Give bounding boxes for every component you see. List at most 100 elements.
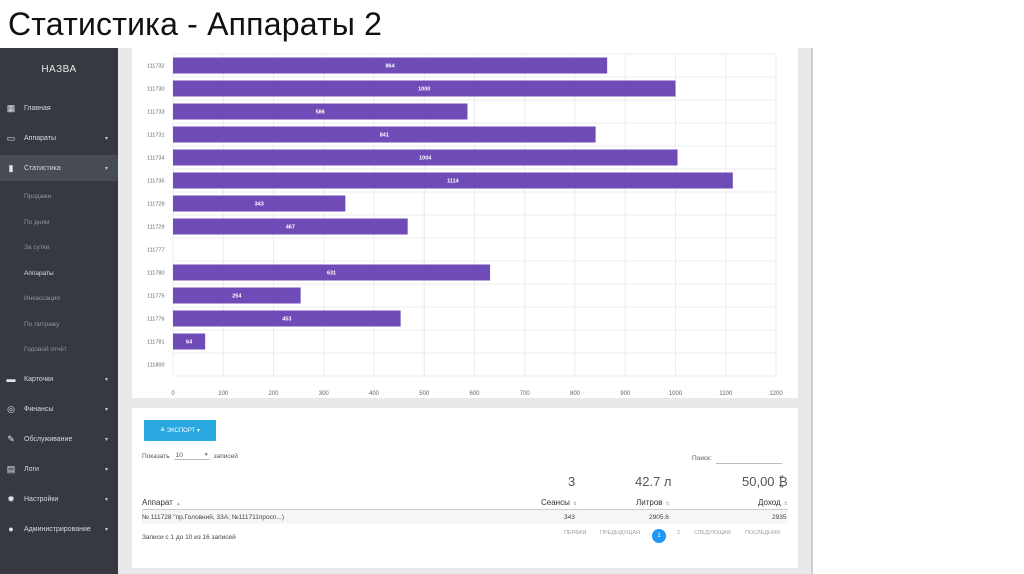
bar-chart-icon: ▮ xyxy=(8,162,14,173)
cell-sessions: 343 xyxy=(564,514,575,521)
y-tick-label: 111729 xyxy=(147,225,165,231)
y-tick-label: 111730 xyxy=(147,87,165,93)
x-tick-label: 500 xyxy=(419,391,430,397)
sidebar-item-label: Главная xyxy=(24,104,51,112)
devices-icon: ▭ xyxy=(6,132,16,143)
y-tick-label: 111728 xyxy=(147,202,165,208)
sidebar-item-7[interactable]: ▤ Логи ▾ xyxy=(0,456,118,482)
sidebar-subitem-3[interactable]: За сутки xyxy=(24,244,50,251)
sidebar-subitem-1[interactable]: Продажи xyxy=(24,193,52,200)
log-icon: ▤ xyxy=(6,463,16,474)
cell-income: 2935 xyxy=(772,514,787,521)
column-header-sessions[interactable]: Сеансы ⇅ xyxy=(541,498,578,507)
pager-page-1[interactable]: 1 xyxy=(652,529,666,543)
search-label: Поиск: xyxy=(692,454,712,462)
column-header-income[interactable]: Доход ⇅ xyxy=(758,498,788,507)
total-sessions: 3 xyxy=(568,474,576,489)
sidebar-subitem-4[interactable]: Аппараты xyxy=(24,269,54,277)
y-tick-label: 111731 xyxy=(147,133,165,139)
y-tick-label: 111775 xyxy=(147,294,165,300)
sidebar-item-4[interactable]: ▬ Карточки ▾ xyxy=(0,366,118,392)
dashboard-icon: ▦ xyxy=(6,102,16,113)
wrench-icon: ✎ xyxy=(7,433,15,444)
cell-device: № 111728 "пр.Головний, 33А; №111711просп… xyxy=(142,514,285,521)
data-label: 1114 xyxy=(447,179,460,185)
sidebar-item-1[interactable]: ▦ Главная xyxy=(0,95,118,121)
export-button[interactable]: ≛ ЭКСПОРТ ▾ xyxy=(144,420,216,441)
data-label: 64 xyxy=(186,340,193,346)
pager-prev[interactable]: ПРЕДЫДУЩАЯ xyxy=(600,530,640,536)
y-tick-label: 111734 xyxy=(147,156,165,162)
sidebar-subitem-2[interactable]: По дням xyxy=(24,218,50,226)
y-tick-label: 111781 xyxy=(147,340,165,346)
data-label: 841 xyxy=(380,133,389,139)
sidebar-item-9[interactable]: ● Администрирование ▾ xyxy=(0,516,118,542)
chevron-down-icon: ▼ xyxy=(203,452,209,458)
search-control: Поиск: xyxy=(692,452,782,464)
x-tick-label: 1100 xyxy=(719,391,733,397)
pager-last[interactable]: ПОСЛЕДНЯЯ xyxy=(745,530,780,536)
sidebar-item-label: Карточки xyxy=(24,375,54,383)
show-label: Показать xyxy=(142,452,170,460)
y-tick-label: 111735 xyxy=(147,179,165,185)
y-tick-label: 111776 xyxy=(147,317,165,323)
sidebar-item-label: Аппараты xyxy=(24,134,57,142)
app-screen: НАЗВА ▦ Главная ▭ Аппараты ▾ ▮ Статистика ▾ ▬ Кар… xyxy=(0,48,811,574)
card-icon: ▬ xyxy=(6,374,16,384)
sidebar-item-label: Логи xyxy=(24,465,39,473)
sidebar-item-2[interactable]: ▭ Аппараты ▾ xyxy=(0,125,118,151)
data-label: 1000 xyxy=(418,87,430,93)
page-length-value: 10 xyxy=(175,452,183,459)
sidebar-subitem-6[interactable]: По литражу xyxy=(24,320,60,328)
sidebar-subitem-5[interactable]: Инкассация xyxy=(24,295,60,302)
sidebar-item-label: Статистика xyxy=(24,164,61,172)
x-tick-label: 700 xyxy=(520,391,531,397)
sidebar-item-3[interactable]: ▮ Статистика ▾ xyxy=(0,155,118,181)
money-icon: ◎ xyxy=(7,403,15,414)
slide-title: Статистика - Аппараты 2 xyxy=(8,6,383,42)
cell-liters: 2905.6 xyxy=(649,514,669,521)
bar-chart: 0 100 200 300 400 500 600 700 800 900 1000 1100 1200… xyxy=(147,53,783,397)
data-label: 467 xyxy=(286,225,295,231)
y-tick-label: 111777 xyxy=(147,248,165,254)
y-tick-label: 111800 xyxy=(147,363,165,369)
pager-next[interactable]: СЛЕДУЮЩАЯ xyxy=(694,530,731,536)
sidebar-item-6[interactable]: ✎ Обслуживание ▾ xyxy=(0,426,118,452)
page-length-control: Показать 10 ▼ записей xyxy=(142,452,238,460)
x-tick-label: 0 xyxy=(171,391,175,397)
table-card: ≛ ЭКСПОРТ ▾ Показать 10 ▼ записей Поиск:… xyxy=(132,408,798,568)
user-icon: ● xyxy=(8,524,14,534)
x-tick-label: 600 xyxy=(469,391,480,397)
table-info: Записи с 1 до 10 из 16 записей xyxy=(142,534,236,541)
header-divider xyxy=(142,509,788,510)
sort-icon: ⇅ xyxy=(783,501,788,507)
x-tick-label: 100 xyxy=(218,391,229,397)
sidebar-item-label: Настройки xyxy=(24,495,59,503)
x-tick-label: 1200 xyxy=(769,391,783,397)
bar xyxy=(173,126,596,143)
bar xyxy=(173,218,408,235)
x-tick-label: 400 xyxy=(369,391,380,397)
search-input[interactable] xyxy=(715,452,782,464)
pager-first[interactable]: ПЕРВАЯ xyxy=(564,530,587,536)
chevron-down-icon: ▾ xyxy=(104,406,108,413)
sidebar-item-5[interactable]: ◎ Финансы ▾ xyxy=(0,396,118,422)
x-tick-label: 300 xyxy=(319,391,330,397)
chevron-down-icon: ▾ xyxy=(104,496,108,503)
bar xyxy=(173,57,608,74)
main-content: 0 100 200 300 400 500 600 700 800 900 1000 1100 1200… xyxy=(118,48,811,574)
chevron-down-icon: ▾ xyxy=(104,466,108,473)
chart-card: 0 100 200 300 400 500 600 700 800 900 1000 1100 1200… xyxy=(132,48,798,398)
column-header-device[interactable]: Аппарат ▲ xyxy=(142,498,181,507)
table-row[interactable] xyxy=(142,510,788,524)
bar xyxy=(173,195,346,212)
page-length-select[interactable]: 10 ▼ xyxy=(173,452,210,460)
pager-page-2[interactable]: 2 xyxy=(677,530,681,536)
column-header-liters[interactable]: Литров ⇅ xyxy=(636,498,670,507)
total-income: 50,00 ₿ xyxy=(742,474,788,489)
total-liters: 42.7 л xyxy=(635,474,672,489)
sidebar-item-label: Администрирование xyxy=(24,525,91,533)
sidebar-subitem-7[interactable]: Годовой отчёт xyxy=(24,346,67,353)
sidebar-item-8[interactable]: ✹ Настройки ▾ xyxy=(0,486,118,512)
bar xyxy=(173,333,206,350)
